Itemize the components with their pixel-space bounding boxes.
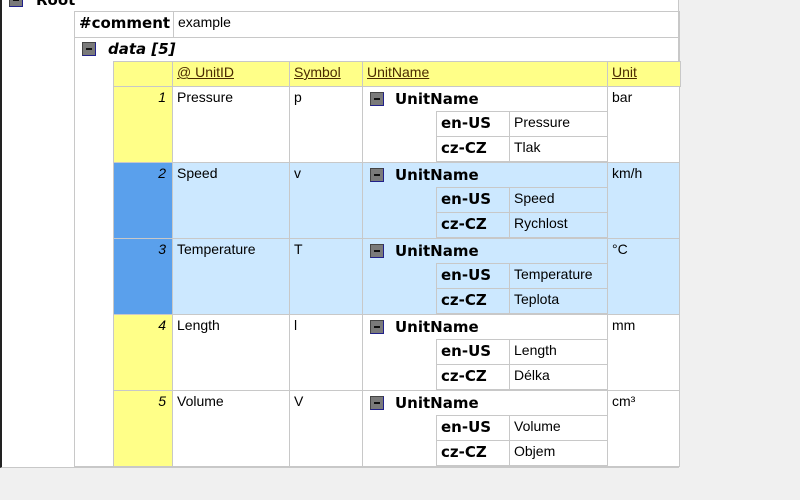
row-number[interactable]: 1	[113, 86, 173, 163]
unit-name-label: UnitName	[395, 90, 479, 108]
unit-name-label: UnitName	[395, 394, 479, 412]
unit-name-label: UnitName	[395, 318, 479, 336]
unit-id-cell[interactable]: Pressure	[172, 86, 290, 163]
localized-name[interactable]: Objem	[509, 440, 608, 466]
collapse-root-icon[interactable]	[9, 0, 23, 7]
collapse-data-icon[interactable]	[82, 42, 96, 56]
unit-id-cell[interactable]: Length	[172, 314, 290, 391]
unit-cell[interactable]: °C	[607, 238, 680, 315]
symbol-cell[interactable]: V	[289, 390, 363, 467]
localized-name[interactable]: Délka	[509, 364, 608, 390]
collapse-unitname-icon[interactable]	[370, 92, 384, 106]
data-node-label: data [5]	[108, 40, 176, 58]
row-number[interactable]: 4	[113, 314, 173, 391]
language-code: cz-CZ	[436, 288, 510, 314]
symbol-cell[interactable]: v	[289, 162, 363, 239]
unit-id-cell[interactable]: Temperature	[172, 238, 290, 315]
localized-name[interactable]: Temperature	[509, 263, 608, 289]
column-header[interactable]: UnitName	[362, 61, 608, 87]
symbol-cell[interactable]: T	[289, 238, 363, 315]
language-code: en-US	[436, 263, 510, 289]
unit-cell[interactable]: km/h	[607, 162, 680, 239]
header-corner	[113, 61, 173, 87]
unit-cell[interactable]: bar	[607, 86, 680, 163]
localized-name[interactable]: Volume	[509, 415, 608, 441]
language-code: cz-CZ	[436, 136, 510, 162]
localized-name[interactable]: Teplota	[509, 288, 608, 314]
localized-name[interactable]: Tlak	[509, 136, 608, 162]
column-header[interactable]: @ UnitID	[172, 61, 290, 87]
symbol-cell[interactable]: l	[289, 314, 363, 391]
localized-name[interactable]: Length	[509, 339, 608, 365]
localized-name[interactable]: Speed	[509, 187, 608, 213]
row-number[interactable]: 3	[113, 238, 173, 315]
comment-value[interactable]: example	[173, 11, 680, 38]
row-number[interactable]: 5	[113, 390, 173, 467]
unit-id-cell[interactable]: Speed	[172, 162, 290, 239]
language-code: cz-CZ	[436, 440, 510, 466]
language-code: en-US	[436, 415, 510, 441]
language-code: en-US	[436, 187, 510, 213]
row-number[interactable]: 2	[113, 162, 173, 239]
unit-name-label: UnitName	[395, 242, 479, 260]
collapse-unitname-icon[interactable]	[370, 320, 384, 334]
xml-grid-view: Root #comment example data [5] @ UnitID S…	[0, 0, 681, 468]
unit-cell[interactable]: cm³	[607, 390, 680, 467]
column-header[interactable]: Unit	[607, 61, 681, 87]
collapse-unitname-icon[interactable]	[370, 168, 384, 182]
unit-cell[interactable]: mm	[607, 314, 680, 391]
language-code: cz-CZ	[436, 364, 510, 390]
language-code: en-US	[436, 111, 510, 137]
comment-key: #comment	[74, 11, 174, 38]
collapse-unitname-icon[interactable]	[370, 244, 384, 258]
collapse-unitname-icon[interactable]	[370, 396, 384, 410]
symbol-cell[interactable]: p	[289, 86, 363, 163]
unit-id-cell[interactable]: Volume	[172, 390, 290, 467]
column-header[interactable]: Symbol	[289, 61, 363, 87]
language-code: en-US	[436, 339, 510, 365]
localized-name[interactable]: Pressure	[509, 111, 608, 137]
unit-name-label: UnitName	[395, 166, 479, 184]
root-label: Root	[36, 0, 76, 9]
localized-name[interactable]: Rychlost	[509, 212, 608, 238]
language-code: cz-CZ	[436, 212, 510, 238]
